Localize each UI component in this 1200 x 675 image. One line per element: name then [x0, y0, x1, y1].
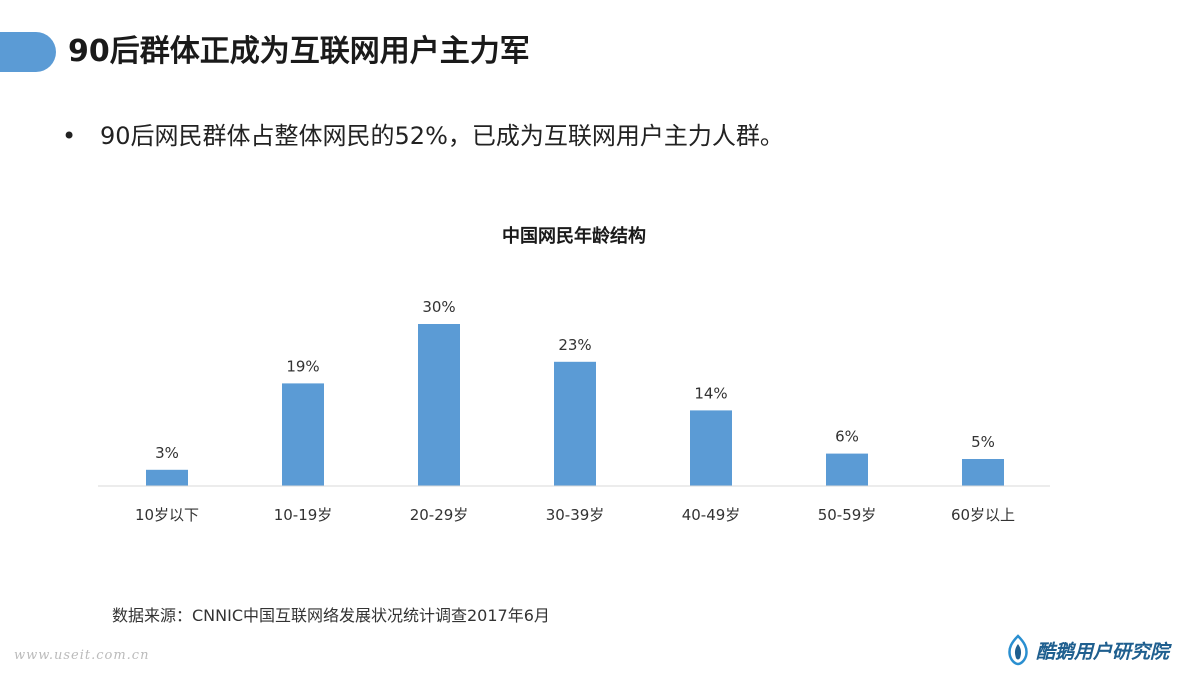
data-label-4: 23%: [558, 336, 591, 354]
watermark-text: www.useit.com.cn: [14, 648, 150, 663]
x-tick-label-4: 30-39岁: [546, 506, 605, 524]
bar-1: [146, 469, 188, 486]
data-label-7: 5%: [971, 433, 995, 451]
brand-logo: 酷鹅用户研究院: [1004, 632, 1169, 668]
bullet-text: 90后网民群体占整体网民的52%，已成为互联网用户主力人群。: [100, 122, 784, 150]
data-label-6: 6%: [835, 428, 859, 446]
logo-text: 酷鹅用户研究院: [1036, 640, 1170, 663]
bar-3: [418, 324, 460, 486]
x-tick-label-7: 60岁以上: [951, 506, 1015, 524]
data-source-note: 数据来源：CNNIC中国互联网络发展状况统计调查2017年6月: [112, 606, 550, 625]
x-tick-label-1: 10岁以下: [135, 506, 199, 524]
data-label-5: 14%: [694, 384, 727, 402]
bar-4: [554, 361, 596, 486]
title-accent-bar: [0, 32, 56, 72]
bar-2: [282, 383, 324, 486]
age-structure-chart: 中国网民年龄结构 3% 10岁以下 19% 10-19岁 30% 20-29岁 23% 30-…: [98, 225, 1050, 524]
bar-5: [690, 410, 732, 486]
chart-title: 中国网民年龄结构: [502, 225, 646, 247]
bullet-point: • 90后网民群体占整体网民的52%，已成为互联网用户主力人群。: [62, 116, 784, 156]
page-title: 90后群体正成为互联网用户主力军: [68, 34, 530, 69]
bullet-dot: •: [62, 122, 77, 150]
bar-7: [962, 459, 1004, 486]
data-label-1: 3%: [155, 444, 179, 462]
x-tick-label-6: 50-59岁: [818, 506, 877, 524]
x-tick-label-3: 20-29岁: [410, 506, 469, 524]
x-tick-label-5: 40-49岁: [682, 506, 741, 524]
bar-6: [826, 453, 868, 486]
x-tick-label-2: 10-19岁: [274, 506, 333, 524]
penguin-flame-icon: [1008, 634, 1028, 666]
chart-bars: 3% 10岁以下 19% 10-19岁 30% 20-29岁 23% 30-39岁 14% 40-…: [135, 298, 1015, 524]
data-label-2: 19%: [286, 357, 319, 375]
data-label-3: 30%: [422, 298, 455, 316]
